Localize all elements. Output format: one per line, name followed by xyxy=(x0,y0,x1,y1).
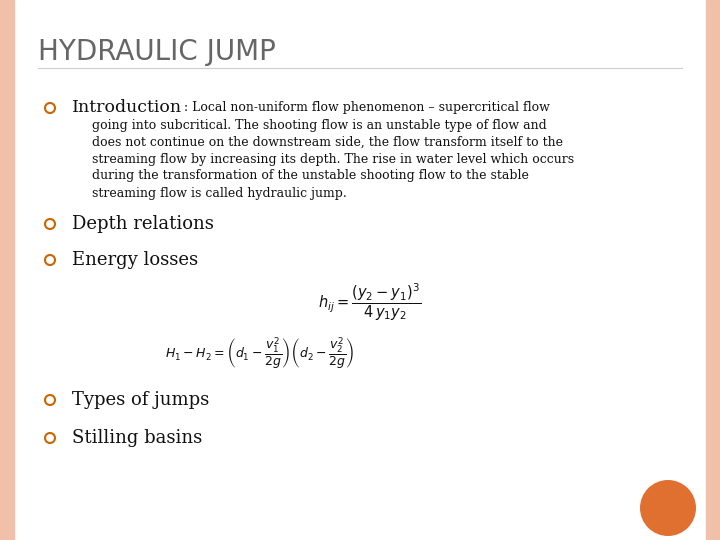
Text: HYDRAULIC JUMP: HYDRAULIC JUMP xyxy=(38,38,276,66)
Circle shape xyxy=(45,433,55,443)
Circle shape xyxy=(45,103,55,113)
Text: Types of jumps: Types of jumps xyxy=(72,391,210,409)
Circle shape xyxy=(45,255,55,265)
Text: $H_1 - H_2 = \left(d_1 - \dfrac{v_1^2}{2g}\right)\left(d_2 - \dfrac{v_2^2}{2g}\r: $H_1 - H_2 = \left(d_1 - \dfrac{v_1^2}{2… xyxy=(166,336,355,372)
Text: : Local non-uniform flow phenomenon – supercritical flow: : Local non-uniform flow phenomenon – su… xyxy=(180,102,550,114)
Text: during the transformation of the unstable shooting flow to the stable: during the transformation of the unstabl… xyxy=(92,170,529,183)
Text: does not continue on the downstream side, the flow transform itself to the: does not continue on the downstream side… xyxy=(92,136,563,148)
Text: going into subcritical. The shooting flow is an unstable type of flow and: going into subcritical. The shooting flo… xyxy=(92,118,546,132)
Text: Stilling basins: Stilling basins xyxy=(72,429,202,447)
Text: Introduction: Introduction xyxy=(72,99,182,117)
Circle shape xyxy=(45,395,55,405)
Text: Energy losses: Energy losses xyxy=(72,251,198,269)
Text: streaming flow by increasing its depth. The rise in water level which occurs: streaming flow by increasing its depth. … xyxy=(92,152,574,165)
Circle shape xyxy=(640,480,696,536)
Text: $h_{ij} = \dfrac{(y_2 - y_1)^3}{4\,y_1 y_2}$: $h_{ij} = \dfrac{(y_2 - y_1)^3}{4\,y_1 y… xyxy=(318,281,421,322)
Text: streaming flow is called hydraulic jump.: streaming flow is called hydraulic jump. xyxy=(92,186,347,199)
Circle shape xyxy=(45,219,55,229)
Text: Depth relations: Depth relations xyxy=(72,215,214,233)
Bar xyxy=(706,0,720,540)
Bar xyxy=(0,0,14,540)
